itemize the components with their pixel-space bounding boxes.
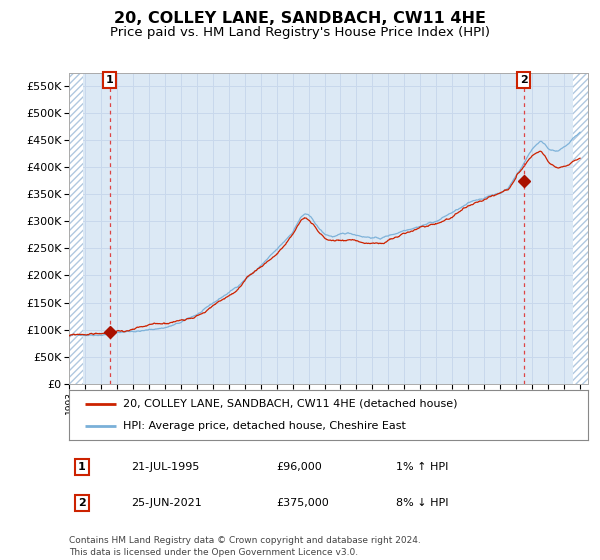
Text: 25-JUN-2021: 25-JUN-2021 <box>131 498 202 508</box>
Text: 1% ↑ HPI: 1% ↑ HPI <box>396 462 448 472</box>
Text: 8% ↓ HPI: 8% ↓ HPI <box>396 498 448 508</box>
Bar <box>69 73 83 384</box>
Text: 21-JUL-1995: 21-JUL-1995 <box>131 462 200 472</box>
Text: 20, COLLEY LANE, SANDBACH, CW11 4HE (detached house): 20, COLLEY LANE, SANDBACH, CW11 4HE (det… <box>124 399 458 409</box>
Text: £375,000: £375,000 <box>277 498 329 508</box>
Bar <box>573 73 589 384</box>
Text: HPI: Average price, detached house, Cheshire East: HPI: Average price, detached house, Ches… <box>124 421 406 431</box>
Text: 2: 2 <box>520 75 527 85</box>
Text: £96,000: £96,000 <box>277 462 322 472</box>
Text: 1: 1 <box>106 75 113 85</box>
Text: 20, COLLEY LANE, SANDBACH, CW11 4HE: 20, COLLEY LANE, SANDBACH, CW11 4HE <box>114 11 486 26</box>
Text: 2: 2 <box>78 498 86 508</box>
Text: 1: 1 <box>78 462 86 472</box>
Text: Contains HM Land Registry data © Crown copyright and database right 2024.
This d: Contains HM Land Registry data © Crown c… <box>69 536 421 557</box>
Text: Price paid vs. HM Land Registry's House Price Index (HPI): Price paid vs. HM Land Registry's House … <box>110 26 490 39</box>
